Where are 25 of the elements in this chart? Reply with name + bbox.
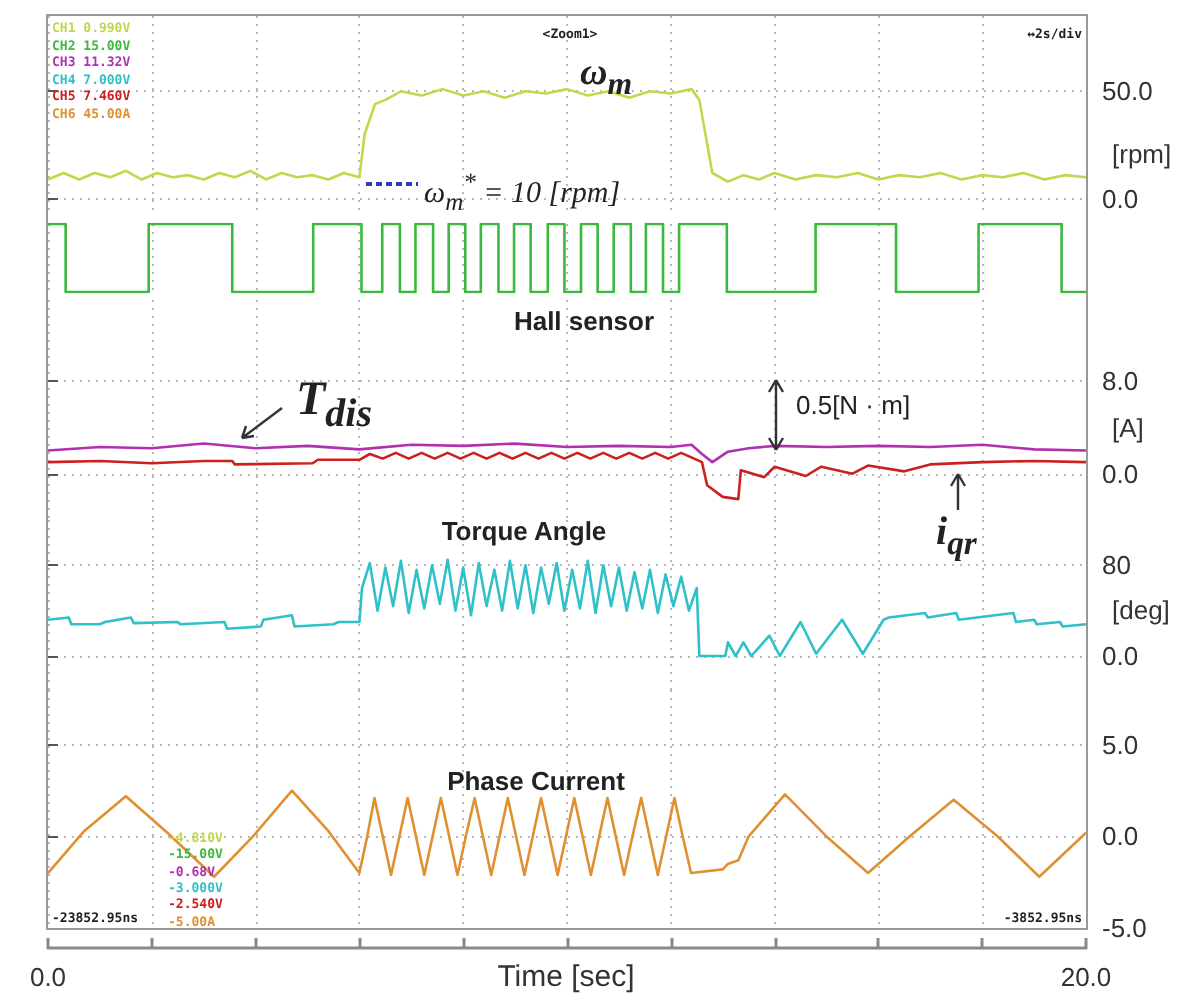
- annotation: ω$_{m}$$^{*}$ = 10 [rpm]: [424, 168, 621, 216]
- y-tick-label: 50.0: [1102, 76, 1153, 107]
- y-axis-title: [rpm]: [1112, 139, 1172, 169]
- text: Hall sensor: [513, 306, 655, 336]
- line-series: [46, 789, 1088, 879]
- text: Phase Current: [447, 766, 625, 796]
- y-axis-title: [deg]: [1112, 595, 1170, 625]
- legend-label: T$_{dis}$: [296, 374, 373, 436]
- x-axis-title: Time [sec]: [497, 960, 635, 994]
- chart-title: Torque Angle: [441, 516, 607, 546]
- y-tick-label: 0.0: [1102, 641, 1139, 671]
- y-tick-label: 0.0: [1102, 458, 1139, 489]
- y-tick-label: -5.0: [1102, 913, 1147, 943]
- y-tick-label: 8.0: [1102, 366, 1139, 397]
- annotation: 0.5[N · m]: [796, 390, 911, 420]
- text: ω$_{m}$: [579, 52, 633, 102]
- y-axis-title: [A]: [1112, 413, 1144, 443]
- line-series: [46, 451, 1088, 501]
- y-tick-label: 5.0: [1102, 729, 1139, 760]
- line-series: [46, 558, 1088, 658]
- y-tick-label: 80: [1102, 550, 1131, 581]
- x-tick-label: 20.0: [1060, 962, 1112, 992]
- y-tick-label: 0.0: [1102, 821, 1139, 852]
- series-label: i$_{qr}$: [936, 510, 977, 562]
- y-tick-label: 0.0: [1102, 183, 1139, 214]
